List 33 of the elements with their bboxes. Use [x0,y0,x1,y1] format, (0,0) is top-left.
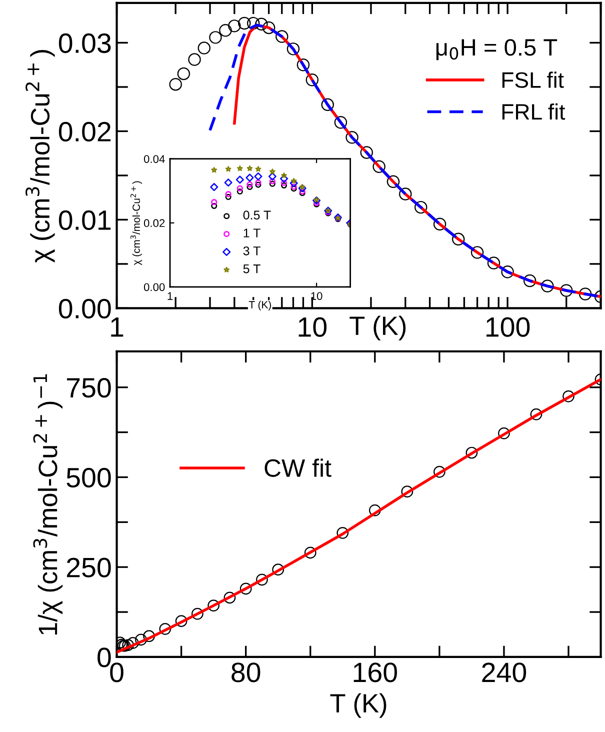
x-tick-label: 0 [110,662,124,682]
y-axis-title: χ (cm$^{3}$/mol-Cu$^{2+}$) [130,181,142,266]
y-tick-label: 0 [98,648,111,668]
y-tick-label: 0.03 [58,33,111,54]
y-tick-label: 0.02 [144,219,165,228]
y-tick-label: 0.00 [58,298,111,319]
legend-label: CW fit [264,458,332,477]
legend-label: 3 T [243,246,260,256]
x-tick-label: 240 [482,662,526,682]
legend-label: 5 T [243,264,260,274]
x-axis-title: T (K) [330,693,386,718]
x-tick-label: 80 [232,662,260,682]
y-axis-title: χ (cm$^{3}$/mol-Cu$^{2+}$) [26,50,55,263]
x-tick-label: 160 [354,662,397,682]
x-tick-label: 1 [168,292,173,300]
x-tick-label: 10 [298,317,327,337]
y-tick-label: 750 [66,378,111,398]
x-tick-label: 1 [111,318,124,337]
y-tick-label: 0.04 [144,155,165,163]
x-tick-label: 100 [486,317,530,337]
y-tick-label: 0.01 [58,210,111,230]
y-tick-label: 500 [66,468,111,488]
legend-title: μ$_{0}$H = 0.5 T [436,39,558,60]
y-tick-label: 0.00 [144,283,165,292]
legend-label: 1 T [244,228,260,238]
y-tick-label: 250 [66,558,111,578]
y-tick-label: 0.02 [58,122,111,142]
legend-label: 0.5 T [243,210,271,220]
x-axis-title: T (K) [248,300,271,310]
legend-label: FSL fit [502,72,564,88]
x-axis-title: T (K) [350,316,406,340]
y-axis-title: 1/χ (cm$^{3}$/mol-Cu$^{2+}$)$^{−1}$ [33,374,63,634]
legend-label: FRL fit [502,103,566,120]
